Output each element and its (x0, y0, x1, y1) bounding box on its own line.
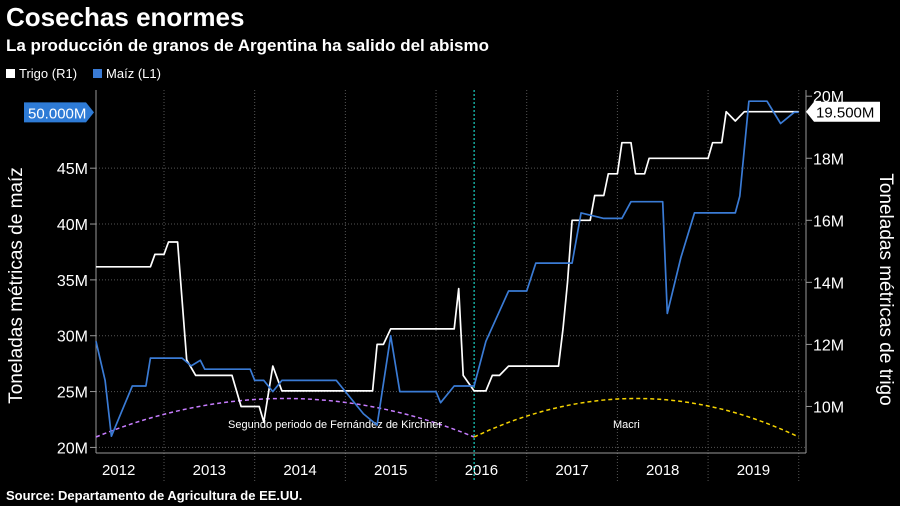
callout-left-label: 50.000M (28, 105, 86, 122)
callout-right-box (806, 101, 880, 122)
right-axis-title: Toneladas métricas de trigo (875, 173, 896, 405)
right-tick-label-3: 16M (813, 213, 844, 230)
period-label-0: Segundo periodo de Fernández de Kirchner (228, 419, 442, 431)
source-note: Source: Departamento de Agricultura de E… (6, 488, 303, 503)
x-tick-label-0: 2012 (102, 462, 135, 479)
x-tick-label-4: 2016 (465, 462, 498, 479)
right-tick-label-0: 10M (813, 399, 844, 416)
callout-right-label: 19.500M (816, 105, 874, 122)
period-label-1: Macri (613, 419, 640, 431)
legend-label-maiz: Maíz (L1) (106, 66, 161, 81)
x-tick-label-1: 2013 (193, 462, 226, 479)
legend-label-trigo: Trigo (R1) (19, 66, 78, 81)
left-tick-label-2: 30M (57, 329, 88, 346)
legend: Trigo (R1) Maíz (L1) (6, 66, 161, 81)
right-tick-label-2: 14M (813, 275, 844, 292)
legend-item-trigo: Trigo (R1) (6, 66, 77, 81)
series-line-maiz (95, 100, 799, 438)
right-tick-label-4: 18M (813, 151, 844, 168)
x-tick-label-2: 2014 (283, 462, 316, 479)
callout-left-box (24, 102, 94, 123)
right-tick-label-1: 12M (813, 337, 844, 354)
left-tick-label-4: 40M (57, 217, 88, 234)
x-tick-label-3: 2015 (374, 462, 407, 479)
page-title: Cosechas enormes (6, 2, 245, 32)
series-line-trigo (96, 110, 799, 423)
period-arc-1 (473, 397, 800, 438)
x-tick-label-6: 2018 (646, 462, 679, 479)
left-tick-label-0: 20M (57, 440, 88, 457)
x-tick-label-5: 2017 (555, 462, 588, 479)
left-tick-label-5: 45M (57, 161, 88, 178)
legend-swatch-trigo (6, 69, 15, 78)
legend-swatch-maiz (93, 69, 103, 78)
page-subtitle: La producción de granos de Argentina ha … (6, 36, 490, 55)
left-tick-label-3: 35M (57, 273, 88, 290)
left-axis-title: Toneladas métricas de maíz (6, 167, 27, 404)
x-tick-label-7: 2019 (737, 462, 770, 479)
legend-item-maiz: Maíz (L1) (93, 66, 161, 81)
period-arc-0 (95, 397, 475, 438)
left-tick-label-1: 25M (57, 385, 88, 402)
